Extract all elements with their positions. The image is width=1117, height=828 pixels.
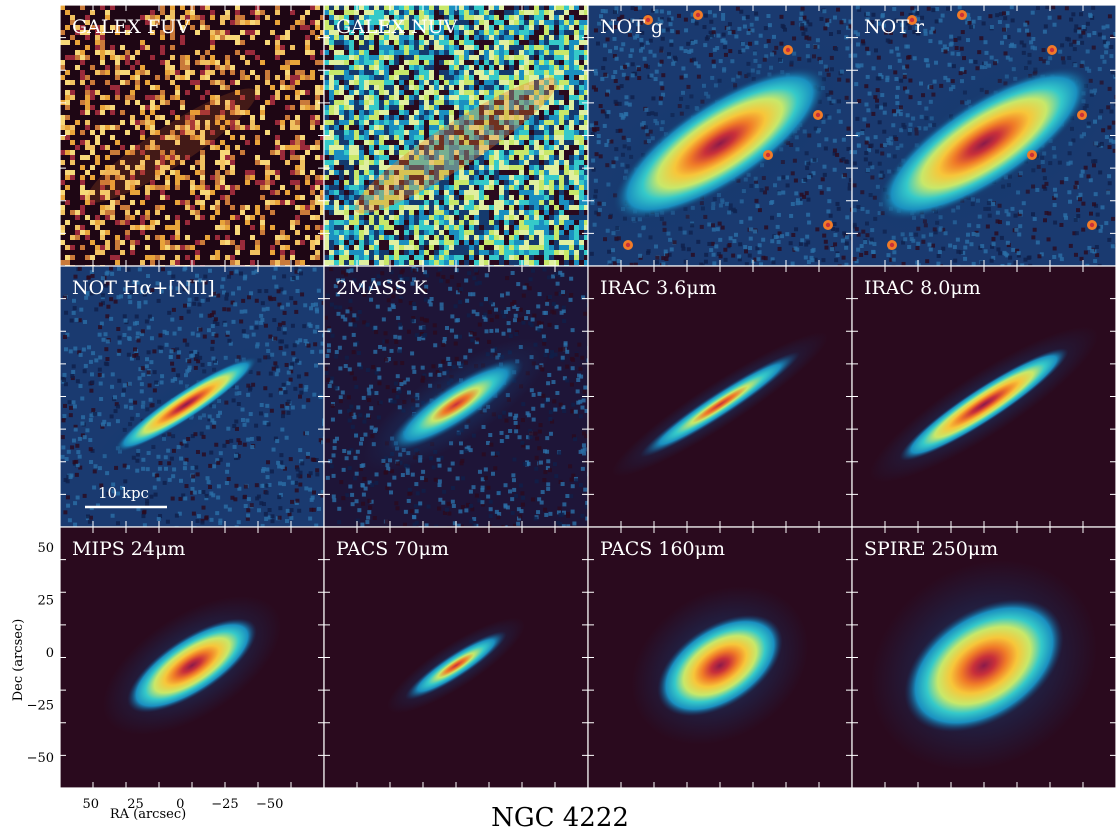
panel-12: SPIRE 250μm bbox=[851, 526, 1117, 789]
y-tick-label: −25 bbox=[27, 699, 54, 714]
y-tick-label: 25 bbox=[37, 594, 54, 609]
figure-title: NGC 4222 bbox=[491, 803, 629, 828]
panel-label: NOT Hα+[NII] bbox=[72, 277, 215, 299]
x-tick-labels: 50 25 0 −25 −50 bbox=[82, 797, 283, 812]
panel-label: GALEX NUV bbox=[336, 16, 458, 38]
panel-label: IRAC 8.0μm bbox=[864, 277, 981, 299]
panel-10: PACS 70μm bbox=[323, 526, 589, 789]
panel-6: 2MASS K bbox=[323, 265, 589, 528]
scale-bar: 10 kpc bbox=[85, 484, 167, 509]
x-tick-label: 25 bbox=[127, 797, 144, 812]
y-tick-label: −50 bbox=[27, 751, 54, 766]
x-tick-label: 0 bbox=[176, 797, 184, 812]
panel-5: NOT Hα+[NII] bbox=[59, 265, 325, 528]
x-tick-label: −25 bbox=[211, 797, 238, 812]
panel-1: GALEX FUV bbox=[59, 4, 325, 267]
panel-4: NOT r bbox=[851, 4, 1117, 267]
x-tick-label: 50 bbox=[82, 797, 99, 812]
panel-label: IRAC 3.6μm bbox=[600, 277, 717, 299]
y-tick-labels: 50 25 0 −25 −50 bbox=[27, 541, 54, 766]
panel-8: IRAC 8.0μm bbox=[851, 265, 1117, 528]
panel-11: PACS 160μm bbox=[587, 526, 853, 789]
x-axis-label: RA (arcsec) bbox=[110, 807, 186, 822]
panel-3: NOT g bbox=[587, 4, 853, 267]
image-panels: GALEX FUV GALEX NUV NOT g NOT r NOT Hα+[NII]… bbox=[59, 4, 1117, 789]
y-axis-label: Dec (arcsec) bbox=[11, 619, 26, 702]
y-tick-label: 0 bbox=[46, 646, 54, 661]
panel-label: GALEX FUV bbox=[72, 16, 190, 38]
panel-label: PACS 70μm bbox=[336, 538, 449, 560]
panel-label: NOT r bbox=[864, 16, 925, 38]
panel-9: MIPS 24μm bbox=[59, 526, 325, 789]
x-tick-label: −50 bbox=[256, 797, 283, 812]
panel-2: GALEX NUV bbox=[323, 4, 589, 267]
scale-bar-label: 10 kpc bbox=[98, 484, 149, 502]
panel-label: PACS 160μm bbox=[600, 538, 725, 560]
panel-label: 2MASS K bbox=[336, 277, 428, 299]
panel-label: MIPS 24μm bbox=[72, 538, 185, 560]
y-tick-label: 50 bbox=[37, 541, 54, 556]
panel-label: NOT g bbox=[600, 16, 663, 38]
axes: RA (arcsec) Dec (arcsec) 50 25 0 −25 −50 50 2… bbox=[11, 541, 283, 822]
panel-7: IRAC 3.6μm bbox=[587, 265, 853, 528]
panel-label: SPIRE 250μm bbox=[864, 538, 998, 560]
